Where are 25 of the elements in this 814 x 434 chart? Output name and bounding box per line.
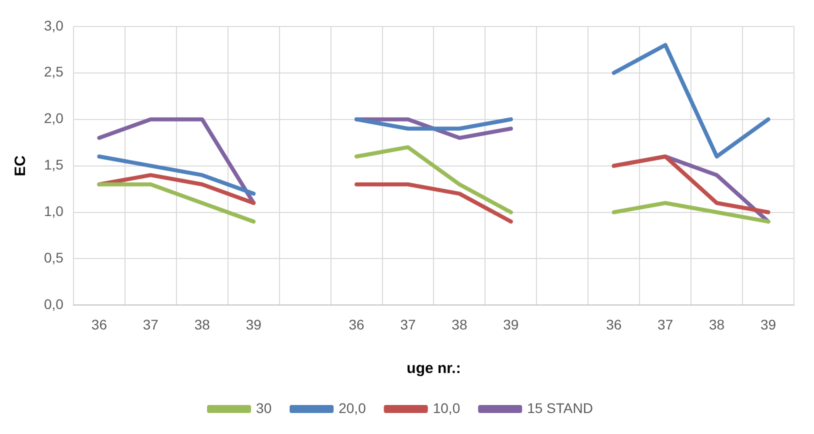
y-axis-title: EC <box>12 155 30 176</box>
x-tick-label: 37 <box>658 316 674 332</box>
y-tick-label: 3,0 <box>44 17 64 34</box>
x-tick-label: 36 <box>91 316 108 332</box>
x-tick-label: 38 <box>452 316 468 332</box>
legend-label: 30 <box>256 400 272 416</box>
legend-label: 15 STAND <box>527 400 593 416</box>
x-tick-label: 38 <box>194 316 210 332</box>
y-tick-label: 0,0 <box>44 296 64 312</box>
y-tick-label: 2,0 <box>44 110 64 126</box>
x-tick-label: 36 <box>606 316 622 332</box>
x-tick-label: 39 <box>246 316 262 332</box>
y-tick-label: 1,5 <box>44 156 64 173</box>
y-tick-label: 1,0 <box>44 203 64 220</box>
x-tick-label: 38 <box>709 316 725 332</box>
legend-label: 10,0 <box>432 400 460 416</box>
x-tick-label: 37 <box>142 316 159 332</box>
x-axis-title: uge nr.: <box>406 360 461 378</box>
x-tick-label: 37 <box>400 316 416 332</box>
x-tick-label: 36 <box>348 316 365 332</box>
x-tick-label: 39 <box>760 316 776 332</box>
legend-label: 20,0 <box>338 400 366 416</box>
x-tick-label: 39 <box>503 316 519 332</box>
y-tick-label: 0,5 <box>44 250 64 266</box>
y-tick-label: 2,5 <box>44 64 64 80</box>
